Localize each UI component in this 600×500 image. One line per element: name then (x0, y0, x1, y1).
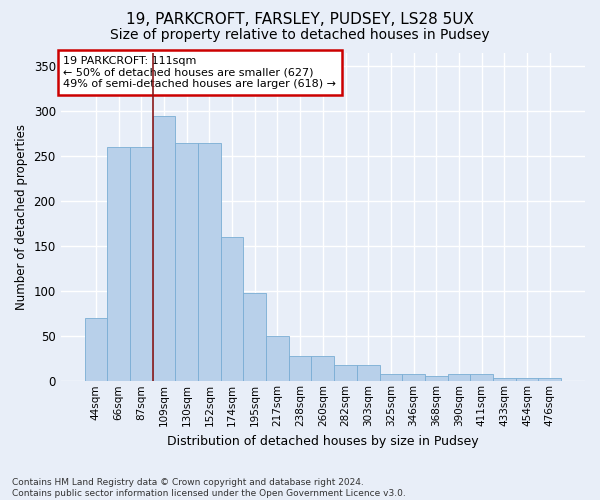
Bar (289, 356, 311, 382)
Bar (470, 374, 493, 382)
Bar (538, 378, 561, 382)
Bar (152, 116, 175, 382)
Bar (130, 147, 152, 382)
Bar (198, 142, 221, 382)
Bar (402, 374, 425, 382)
Text: Contains HM Land Registry data © Crown copyright and database right 2024.
Contai: Contains HM Land Registry data © Crown c… (12, 478, 406, 498)
Bar (311, 356, 334, 382)
Bar (516, 378, 538, 382)
Bar (425, 376, 448, 382)
Text: 19 PARKCROFT: 111sqm
← 50% of detached houses are smaller (627)
49% of semi-deta: 19 PARKCROFT: 111sqm ← 50% of detached h… (63, 56, 336, 89)
Bar (357, 365, 380, 382)
Bar (107, 147, 130, 382)
Text: Size of property relative to detached houses in Pudsey: Size of property relative to detached ho… (110, 28, 490, 42)
X-axis label: Distribution of detached houses by size in Pudsey: Distribution of detached houses by size … (167, 434, 479, 448)
Bar (221, 237, 244, 382)
Bar (493, 378, 516, 382)
Bar (85, 318, 107, 382)
Bar (448, 374, 470, 382)
Bar (380, 374, 402, 382)
Bar (244, 293, 266, 382)
Bar (266, 336, 289, 382)
Bar (334, 365, 357, 382)
Text: 19, PARKCROFT, FARSLEY, PUDSEY, LS28 5UX: 19, PARKCROFT, FARSLEY, PUDSEY, LS28 5UX (126, 12, 474, 28)
Y-axis label: Number of detached properties: Number of detached properties (15, 124, 28, 310)
Bar (175, 142, 198, 382)
